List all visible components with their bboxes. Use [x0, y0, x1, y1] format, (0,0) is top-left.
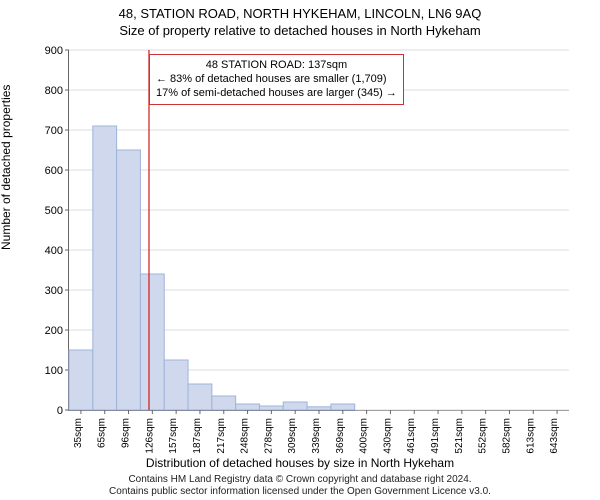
footer: Contains HM Land Registry data © Crown c…: [0, 474, 600, 498]
x-tick-label: 400sqm: [359, 418, 370, 454]
x-tick-label: 613sqm: [525, 418, 536, 454]
footer-line1: Contains HM Land Registry data © Crown c…: [0, 474, 600, 486]
y-tick-label: 900: [45, 45, 63, 57]
histogram-bar: [188, 384, 212, 410]
x-tick-label: 521sqm: [454, 418, 465, 454]
y-tick-label: 500: [45, 205, 63, 217]
annotation-box: 48 STATION ROAD: 137sqm ← 83% of detache…: [149, 54, 404, 105]
annotation-line3: 17% of semi-detached houses are larger (…: [156, 87, 397, 101]
histogram-bar: [307, 407, 331, 410]
histogram-bar: [164, 360, 188, 410]
footer-line2: Contains public sector information licen…: [0, 486, 600, 498]
y-tick-label: 200: [45, 325, 63, 337]
x-tick-label: 491sqm: [430, 418, 441, 454]
x-tick-label: 126sqm: [144, 418, 155, 454]
annotation-line1: 48 STATION ROAD: 137sqm: [156, 59, 397, 73]
histogram-bar: [69, 350, 93, 410]
chart-title: 48, STATION ROAD, NORTH HYKEHAM, LINCOLN…: [0, 0, 600, 21]
x-tick-label: 339sqm: [311, 418, 322, 454]
histogram-bar: [283, 402, 307, 410]
y-axis-label: Number of detached properties: [0, 85, 13, 250]
x-tick-label: 217sqm: [216, 418, 227, 454]
plot-area: 010020030040050060070080090035sqm65sqm96…: [68, 50, 569, 411]
histogram-bar: [259, 406, 283, 410]
chart-subtitle: Size of property relative to detached ho…: [0, 21, 600, 38]
y-tick-label: 300: [45, 285, 63, 297]
x-tick-label: 461sqm: [406, 418, 417, 454]
x-tick-label: 643sqm: [549, 418, 560, 454]
x-tick-label: 430sqm: [382, 418, 393, 454]
x-tick-label: 309sqm: [287, 418, 298, 454]
histogram-bar: [117, 150, 141, 410]
x-tick-label: 35sqm: [73, 418, 84, 448]
y-tick-label: 100: [45, 365, 63, 377]
histogram-bar: [331, 404, 355, 410]
x-tick-label: 65sqm: [97, 418, 108, 448]
x-tick-label: 278sqm: [263, 418, 274, 454]
histogram-bar: [236, 404, 260, 410]
x-tick-label: 157sqm: [168, 418, 179, 454]
histogram-bar: [212, 396, 236, 410]
histogram-bar: [140, 274, 164, 410]
x-tick-label: 582sqm: [501, 418, 512, 454]
x-tick-label: 369sqm: [335, 418, 346, 454]
x-tick-label: 248sqm: [240, 418, 251, 454]
x-axis-label: Distribution of detached houses by size …: [0, 456, 600, 470]
x-tick-label: 187sqm: [192, 418, 203, 454]
y-tick-label: 400: [45, 245, 63, 257]
y-tick-label: 700: [45, 125, 63, 137]
x-tick-label: 96sqm: [121, 418, 132, 448]
x-tick-label: 552sqm: [478, 418, 489, 454]
histogram-bar: [93, 126, 117, 410]
y-tick-label: 800: [45, 85, 63, 97]
annotation-line2: ← 83% of detached houses are smaller (1,…: [156, 73, 397, 87]
y-tick-label: 600: [45, 165, 63, 177]
y-tick-label: 0: [57, 405, 63, 417]
